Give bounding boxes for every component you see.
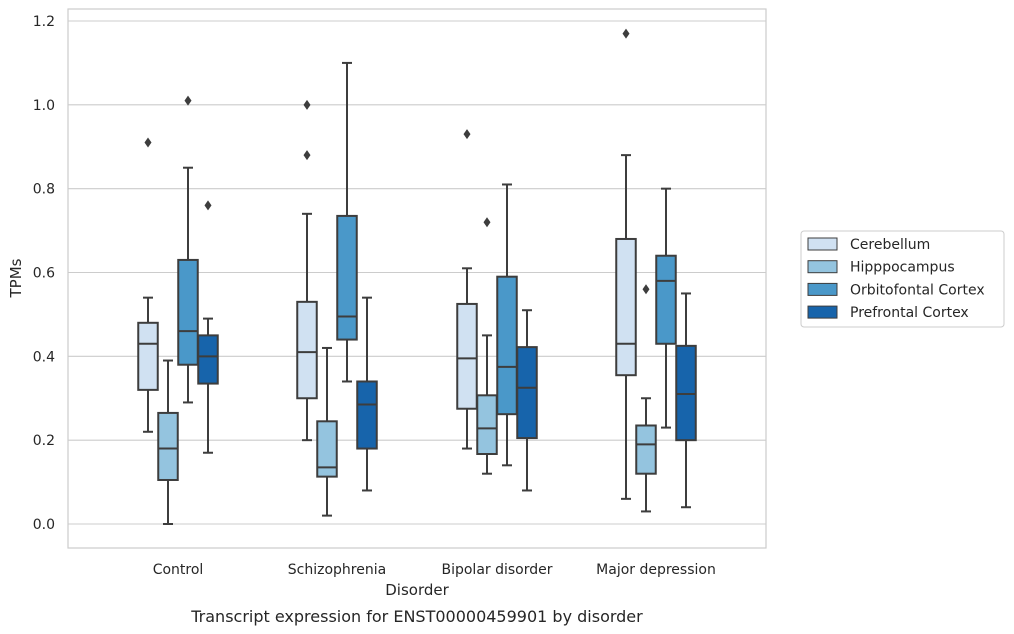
outlier-point [303, 99, 311, 110]
box-plot [316, 346, 338, 517]
iqr-box [496, 275, 518, 416]
outlier-point [622, 28, 630, 39]
x-tick-label: Major depression [596, 562, 716, 578]
x-axis-label: Disorder [385, 581, 449, 599]
iqr-box [655, 254, 677, 345]
outlier-point [303, 150, 311, 161]
y-tick-label: 0.2 [33, 433, 55, 449]
plot-frame [67, 8, 767, 549]
x-tick-label: Schizophrenia [288, 562, 386, 578]
iqr-box [456, 302, 478, 410]
iqr-box [177, 258, 199, 366]
legend-label: Orbitofontal Cortex [850, 282, 985, 298]
iqr-box [137, 321, 159, 391]
iqr-box [336, 214, 358, 341]
box-plot [635, 284, 657, 513]
iqr-box [316, 420, 338, 478]
legend-label: Cerebellum [850, 237, 930, 253]
iqr-box [476, 394, 498, 455]
box-plot [356, 296, 378, 492]
outlier-point [144, 137, 152, 148]
iqr-box [157, 411, 179, 481]
legend-item: Prefrontal Cortex [807, 305, 969, 321]
chart-caption: Transcript expression for ENST0000045990… [190, 607, 643, 626]
outlier-point [483, 217, 491, 228]
outlier-point [184, 95, 192, 106]
box-plot [456, 129, 478, 450]
legend-frame [800, 230, 1005, 328]
iqr-box [675, 344, 697, 442]
legend-item: Orbitofontal Cortex [807, 282, 985, 298]
box-plot [296, 99, 318, 442]
legend-label: Hipppocampus [850, 260, 955, 276]
legend-swatch [807, 237, 838, 251]
outlier-point [642, 284, 650, 295]
y-tick-label: 0.4 [33, 349, 55, 365]
series-orbitofontal-cortex [177, 61, 677, 467]
outlier-point [204, 200, 212, 211]
box-plot [675, 292, 697, 509]
box-plot [655, 187, 677, 429]
legend-swatch [807, 282, 838, 296]
iqr-box [516, 346, 538, 440]
box-plot [197, 200, 219, 454]
y-tick-label: 0.0 [33, 517, 55, 533]
y-tick-label: 1.2 [33, 14, 55, 30]
series-hipppocampus [157, 217, 657, 525]
box-plot [137, 137, 159, 433]
iqr-box [197, 334, 219, 385]
x-tick-label: Control [153, 562, 204, 578]
legend: Cerebellum Hipppocampus Orbitofontal Corte… [800, 230, 1005, 328]
box-plot [177, 95, 199, 404]
box-plot [516, 309, 538, 492]
legend-item: Cerebellum [807, 237, 930, 253]
iqr-box [615, 237, 637, 377]
y-tick-label: 0.8 [33, 182, 55, 198]
x-axis-ticks: Control Schizophrenia Bipolar disorder Majo… [153, 562, 716, 578]
legend-label: Prefrontal Cortex [850, 305, 969, 321]
legend-swatch [807, 305, 838, 319]
iqr-box [356, 380, 378, 450]
y-tick-label: 0.6 [33, 266, 55, 282]
y-axis-label: TPMs [7, 258, 25, 298]
box-plot [496, 183, 518, 467]
iqr-box [635, 424, 657, 475]
outlier-point [463, 129, 471, 140]
legend-item: Hipppocampus [807, 260, 955, 276]
box-plot [476, 217, 498, 475]
box-series-group [137, 28, 697, 525]
series-cerebellum [137, 28, 637, 500]
box-plot [336, 61, 358, 383]
y-tick-label: 1.0 [33, 98, 55, 114]
box-plot [615, 28, 637, 500]
iqr-box [296, 300, 318, 400]
legend-swatch [807, 260, 838, 274]
y-axis-ticks: 0.0 0.2 0.4 0.6 0.8 1.0 1.2 [33, 14, 55, 533]
box-plot [157, 359, 179, 525]
series-prefrontal-cortex [197, 200, 697, 509]
x-tick-label: Bipolar disorder [441, 562, 552, 578]
